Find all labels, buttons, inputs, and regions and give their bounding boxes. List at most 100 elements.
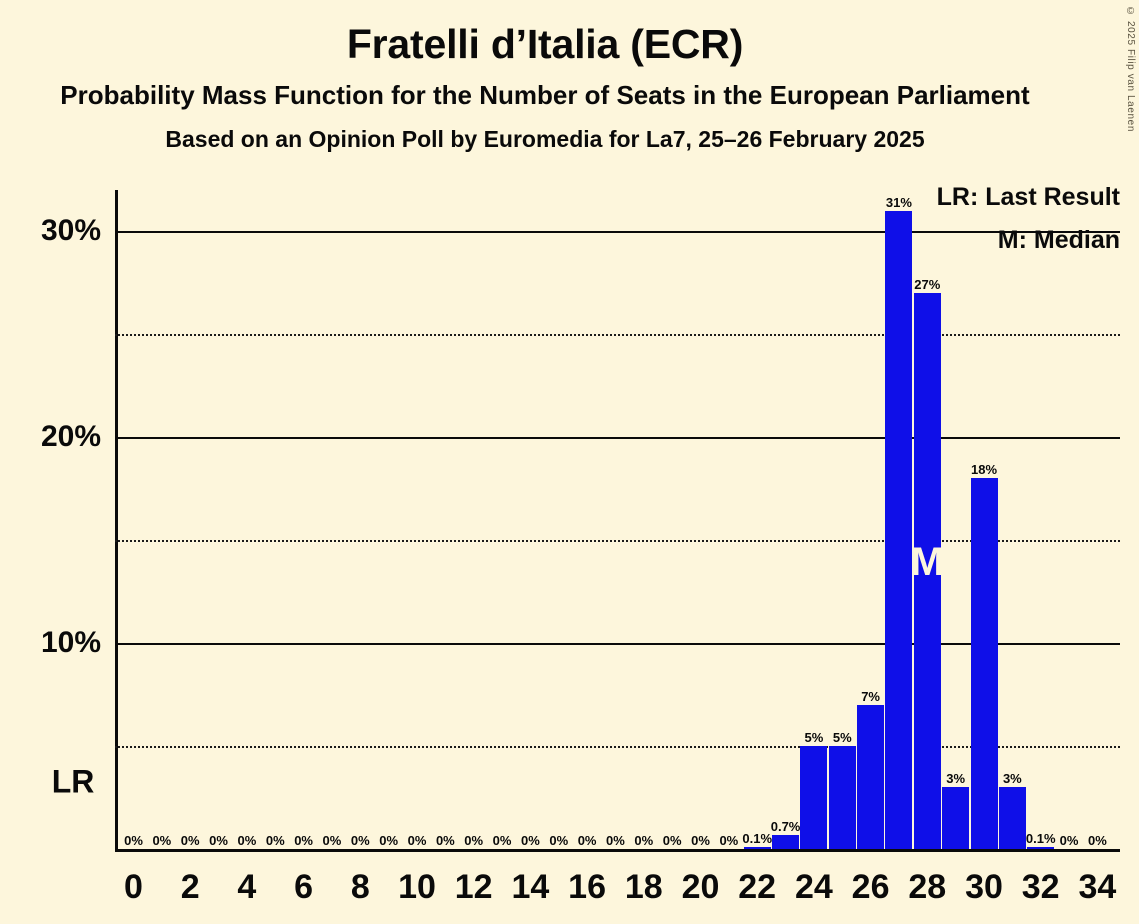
bar-slot: 0% — [233, 190, 260, 851]
x-tick-label-34: 34 — [1078, 868, 1117, 906]
bar-slot: 0.1% — [1026, 190, 1056, 851]
bar-value-label: 0.1% — [742, 830, 773, 846]
bar-value-label: 0% — [152, 833, 172, 848]
gridline-minor-15 — [115, 540, 1120, 543]
x-tick-label-20: 20 — [681, 868, 720, 906]
bar-value-label: 0% — [492, 833, 512, 848]
bar-slot: 0% — [205, 190, 232, 851]
bar-value-label: 0% — [322, 833, 342, 848]
x-tick-label-18: 18 — [624, 868, 663, 906]
bar[interactable]: 0.1% — [1026, 832, 1056, 849]
bar-value-label: 0% — [520, 833, 540, 848]
median-marker: M — [910, 540, 944, 584]
x-tick-label-28: 28 — [908, 868, 947, 906]
bar-value-label: 0.1% — [1025, 830, 1056, 846]
bar-slot: 0% — [574, 190, 601, 851]
bar-value-label: 0% — [265, 833, 285, 848]
bar[interactable]: 7% — [857, 690, 885, 849]
bar-value-label: 0% — [350, 833, 370, 848]
gridline-major-30 — [115, 231, 1120, 234]
gridline-major-20 — [115, 437, 1120, 440]
bar-slot: 0% — [347, 190, 374, 851]
x-tick-label-30: 30 — [965, 868, 1003, 906]
x-tick-label-8: 8 — [350, 868, 370, 906]
bar-value-label: 0% — [606, 833, 625, 848]
bar[interactable]: 0.1% — [742, 832, 772, 849]
gridline-minor-5 — [115, 746, 1120, 749]
bar[interactable]: 27% M — [910, 278, 944, 849]
bar-slot: 0% — [404, 190, 431, 851]
bar-slot: 0% — [432, 190, 459, 851]
x-axis-labels: 0 2 4 6 8 10 12 14 16 18 20 22 24 26 28 30 32 34 — [115, 868, 1120, 918]
bar-slot: 0.7% — [771, 190, 800, 851]
x-tick-label-22: 22 — [738, 868, 777, 906]
bar-slot: 31% — [885, 190, 913, 851]
bar-slot: 3% — [998, 190, 1026, 851]
bar-slot: 0% — [1056, 190, 1083, 851]
bar-slot: 0% — [177, 190, 204, 851]
chart-source-line: Based on an Opinion Poll by Euromedia fo… — [165, 126, 925, 153]
x-tick-label-24: 24 — [794, 868, 833, 906]
bar[interactable]: 18% — [970, 463, 998, 849]
bar-value-label: 0% — [209, 833, 228, 848]
bar[interactable]: 3% — [998, 772, 1026, 849]
y-tick-label-30: 30% — [40, 214, 101, 248]
x-tick-label-4: 4 — [237, 868, 257, 906]
bar-value-label: 0% — [691, 833, 710, 848]
x-tick-label-12: 12 — [454, 868, 493, 906]
bar[interactable]: 3% — [942, 772, 970, 849]
bar-value-label: 0% — [237, 833, 257, 848]
x-tick-label-26: 26 — [851, 868, 890, 906]
bar-slot: 7% — [857, 190, 885, 851]
bar-value-label: 5% — [804, 730, 824, 746]
bar-value-label: 0% — [719, 833, 739, 848]
bar-value-label: 0% — [464, 833, 484, 848]
x-tick-label-0: 0 — [124, 868, 143, 906]
x-tick-label-14: 14 — [511, 868, 550, 906]
copyright-notice: © 2025 Filip van Laenen — [1125, 6, 1136, 132]
bar-slot: 0% — [148, 190, 175, 851]
legend-item-last-result: LR: Last Result — [936, 183, 1120, 211]
bar-slot: 0% — [687, 190, 714, 851]
plot-area: 0% 0% 0% 0% 0% 0% 0% 0% 0% 0% 0% 0% 0% 0% 0% 0% 0% 0% 0% 0%… — [115, 190, 1120, 852]
bar-value-label: 0% — [124, 833, 143, 848]
bar-value-label: 0% — [379, 833, 399, 848]
bar-value-label: 0% — [1059, 833, 1079, 848]
bar-slot: 0% — [630, 190, 657, 851]
bar-value-label: 7% — [861, 688, 880, 704]
bar-slot: 0% — [262, 190, 289, 851]
bar-value-label: 31% — [885, 194, 912, 210]
bar-value-label: 0% — [634, 833, 654, 848]
x-axis-line — [115, 849, 1120, 852]
bar-slot: 0% — [602, 190, 629, 851]
bar-value-label: 0.7% — [770, 818, 801, 834]
chart-subtitle: Probability Mass Function for the Number… — [60, 80, 1030, 111]
bar-value-label: 0% — [407, 833, 427, 848]
bar-slot: 0% — [318, 190, 345, 851]
bar-slot: 0% — [659, 190, 686, 851]
bar-slot: 0% — [460, 190, 487, 851]
last-result-marker: LR — [51, 763, 95, 800]
bar[interactable]: 0.7% — [771, 820, 800, 849]
bar[interactable]: 5% — [828, 731, 856, 849]
bar-slot: 0.1% — [742, 190, 772, 851]
bar-slot: 5% — [828, 190, 856, 851]
bar-slot: 3% — [942, 190, 970, 851]
bar[interactable]: 31% — [885, 196, 913, 849]
bar-slot: 0% — [1084, 190, 1111, 851]
y-tick-label-10: 10% — [40, 626, 101, 660]
bar[interactable]: 5% — [800, 731, 828, 849]
bar-value-label: 0% — [435, 833, 455, 848]
bar-value-label: 3% — [946, 771, 966, 787]
page-title: Fratelli d’Italia (ECR) — [346, 21, 744, 67]
y-axis-line — [115, 190, 118, 851]
x-tick-label-2: 2 — [180, 868, 200, 906]
bar-slot: 0% — [715, 190, 742, 851]
x-tick-label-6: 6 — [294, 868, 314, 906]
bar-slot: 0% — [290, 190, 317, 851]
gridline-minor-25 — [115, 334, 1120, 337]
x-tick-label-10: 10 — [398, 868, 436, 906]
bar-value-label: 18% — [970, 462, 998, 478]
bar-value-label: 27% — [914, 276, 941, 292]
bar-value-label: 3% — [1002, 771, 1022, 787]
